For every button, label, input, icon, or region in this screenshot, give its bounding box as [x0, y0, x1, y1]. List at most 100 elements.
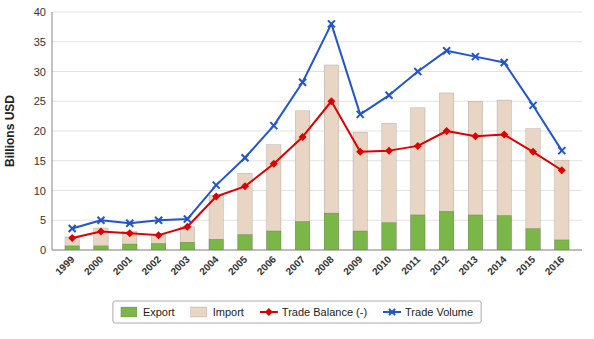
bar [267, 231, 281, 250]
x-axis: 1999200020012002200320042005200620072008… [53, 253, 566, 277]
marker [472, 53, 479, 60]
x-tick-label: 2011 [399, 253, 422, 276]
bar [295, 221, 309, 250]
bar [238, 173, 252, 250]
marker [69, 225, 76, 232]
legend-swatch [191, 307, 207, 317]
legend-item: Trade Balance (-) [260, 306, 367, 318]
marker [97, 217, 104, 224]
x-tick-label: 2009 [341, 253, 365, 277]
x-tick-label: 2008 [312, 253, 336, 277]
marker [97, 228, 105, 236]
y-tick-label: 5 [40, 214, 46, 226]
marker [126, 229, 134, 237]
marker [299, 133, 307, 141]
bar [180, 242, 194, 250]
line-series [68, 97, 566, 242]
grid-line [52, 12, 582, 13]
marker [385, 147, 393, 155]
bar [324, 65, 338, 250]
marker [500, 131, 508, 139]
y-tick-label: 30 [34, 66, 46, 78]
x-tick-label: 2006 [255, 253, 279, 277]
marker [530, 102, 537, 109]
y-tick-label: 25 [34, 95, 46, 107]
x-tick-label: 2013 [456, 253, 480, 277]
marker [270, 122, 277, 129]
bar [65, 246, 79, 250]
legend-item: Trade Volume [383, 306, 473, 318]
legend-swatch [389, 309, 395, 315]
legend-label: Import [213, 306, 244, 318]
y-tick-label: 0 [40, 244, 46, 256]
marker [213, 182, 220, 189]
marker [558, 147, 565, 154]
bar [411, 108, 425, 250]
legend-swatch [121, 307, 137, 317]
marker [241, 182, 249, 190]
grid-line [52, 71, 582, 72]
x-tick-label: 2012 [428, 253, 452, 277]
marker [471, 132, 479, 140]
marker [183, 223, 191, 231]
x-tick-label: 2016 [543, 253, 567, 277]
bar [151, 243, 165, 250]
x-tick-label: 2002 [139, 253, 163, 277]
x-tick-label: 2003 [168, 253, 192, 277]
bar [123, 244, 137, 250]
bar [267, 145, 281, 250]
marker [241, 154, 248, 161]
legend-label: Trade Balance (-) [282, 306, 367, 318]
bar [324, 213, 338, 250]
marker [155, 217, 162, 224]
line-series [69, 20, 566, 232]
legend-item: Export [121, 306, 175, 318]
marker [356, 148, 364, 156]
marker [327, 97, 335, 105]
legend: Export Import Trade Balance (-) Trade Volum… [113, 301, 481, 323]
marker [155, 231, 163, 239]
y-tick-label: 20 [34, 125, 46, 137]
marker [501, 59, 508, 66]
marker [443, 127, 451, 135]
y-tick-label: 40 [34, 6, 46, 18]
marker [357, 111, 364, 118]
y-tick-label: 10 [34, 185, 46, 197]
bar [209, 239, 223, 250]
grid-line [52, 41, 582, 42]
marker [558, 166, 566, 174]
bar [497, 100, 511, 250]
bar [382, 123, 396, 250]
marker [414, 142, 422, 150]
bar-series [65, 211, 569, 250]
marker [184, 216, 191, 223]
marker [386, 92, 393, 99]
y-axis-label: Billions USD [3, 95, 17, 167]
bar [238, 235, 252, 250]
bar [555, 160, 569, 250]
marker [529, 148, 537, 156]
marker [443, 47, 450, 54]
legend-frame [113, 301, 481, 323]
x-tick-label: 2004 [197, 253, 221, 277]
x-axis-line [52, 250, 582, 251]
bar [353, 231, 367, 250]
line [72, 101, 562, 238]
bar [526, 229, 540, 250]
x-tick-label: 1999 [53, 253, 77, 277]
x-tick-label: 2015 [514, 253, 538, 277]
bar [468, 215, 482, 250]
x-tick-label: 2000 [82, 253, 106, 277]
legend-label: Trade Volume [405, 306, 473, 318]
y-tick-label: 35 [34, 36, 46, 48]
marker [126, 220, 133, 227]
y-axis-line [52, 12, 53, 250]
bar [497, 215, 511, 250]
x-tick-label: 2005 [226, 253, 250, 277]
marker [212, 192, 220, 200]
marker [328, 20, 335, 27]
bar [353, 132, 367, 250]
marker [299, 79, 306, 86]
bar [555, 240, 569, 250]
x-tick-label: 2007 [284, 253, 308, 277]
